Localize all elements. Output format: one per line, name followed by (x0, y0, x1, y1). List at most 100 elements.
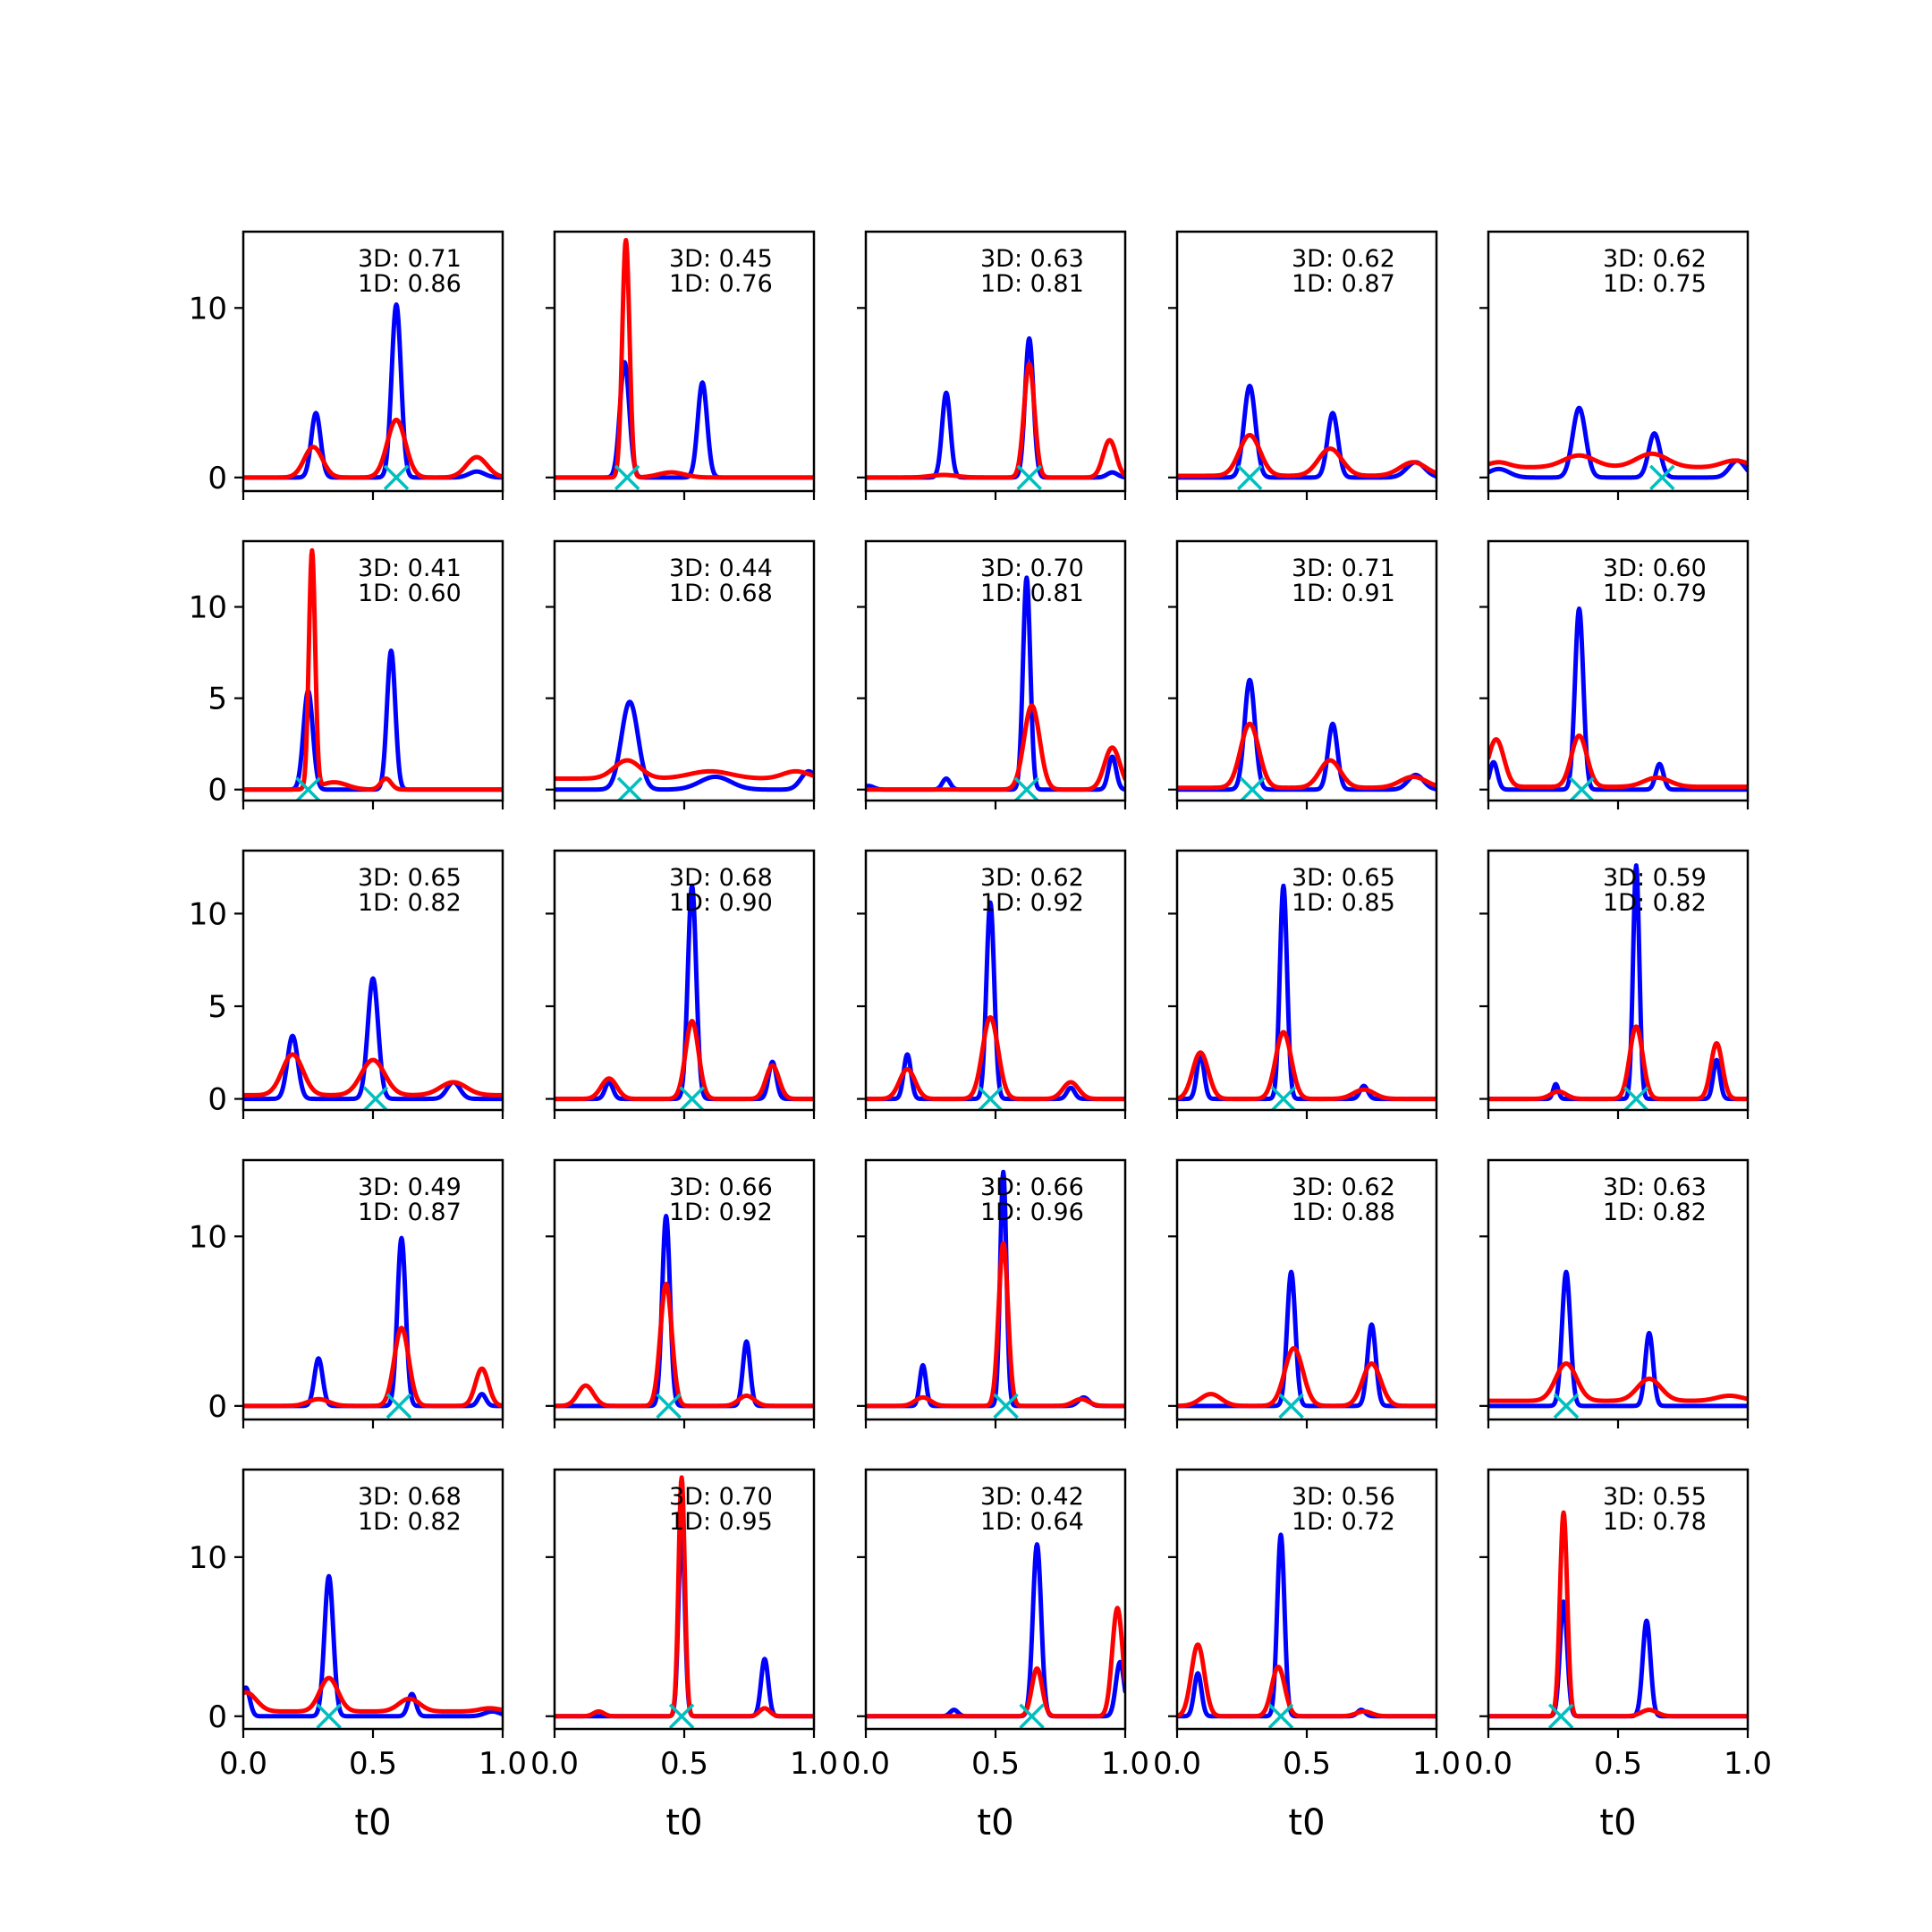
plot-area (555, 1475, 814, 1729)
blue-series-line (243, 1573, 503, 1719)
blue-series-line (1488, 1269, 1748, 1409)
y-tick-label: 10 (189, 590, 227, 626)
annotation-3d-score: 3D: 0.63 (980, 245, 1084, 273)
marker-x-point (362, 1086, 389, 1110)
annotation-3d-score: 3D: 0.44 (669, 555, 773, 582)
annotation-1d-score: 1D: 0.87 (358, 1199, 462, 1226)
plot-area (243, 547, 503, 801)
marker-x-point (668, 1703, 695, 1729)
red-series-line (243, 1675, 503, 1714)
annotation-3d-score: 3D: 0.41 (358, 555, 462, 582)
red-series-line (1177, 1345, 1436, 1409)
x-axis-label: t0 (977, 1802, 1013, 1843)
marker-x-point (386, 1393, 412, 1419)
plot-area (1177, 1532, 1436, 1729)
marker-x-point (295, 776, 321, 801)
red-series-line (1488, 1360, 1748, 1403)
annotation-1d-score: 1D: 0.88 (1292, 1199, 1395, 1226)
red-series-line (866, 1014, 1125, 1102)
annotation-1d-score: 1D: 0.68 (669, 580, 773, 607)
annotation-3d-score: 3D: 0.66 (980, 1174, 1084, 1201)
plot-area (1488, 606, 1748, 801)
plot-area (555, 699, 814, 801)
blue-series-line (1488, 405, 1748, 480)
x-axis-label: t0 (1599, 1802, 1636, 1843)
annotation-1d-score: 1D: 0.95 (669, 1508, 773, 1536)
x-tick-label: 0.5 (971, 1746, 1020, 1782)
annotation-1d-score: 1D: 0.75 (1603, 270, 1707, 298)
annotation-3d-score: 3D: 0.66 (669, 1174, 773, 1201)
red-series-line (555, 1475, 814, 1719)
marker-x-point (1013, 776, 1040, 801)
y-tick-label: 5 (208, 989, 227, 1025)
red-series-line (866, 703, 1125, 792)
red-series-line (243, 1052, 503, 1097)
x-tick-label: 1.0 (1101, 1746, 1149, 1782)
marker-x-point (993, 1393, 1019, 1419)
annotation-3d-score: 3D: 0.71 (1292, 555, 1395, 582)
annotation-3d-score: 3D: 0.63 (1603, 1174, 1707, 1201)
marker-x-point (656, 1393, 682, 1419)
x-tick-label: 1.0 (1724, 1746, 1772, 1782)
blue-series-line (555, 699, 814, 792)
annotation-1d-score: 1D: 0.64 (980, 1508, 1084, 1536)
red-series-line (555, 758, 814, 781)
blue-series-line (866, 900, 1125, 1102)
marker-x-point (1649, 464, 1675, 491)
annotation-3d-score: 3D: 0.62 (980, 864, 1084, 892)
annotation-3d-score: 3D: 0.42 (980, 1483, 1084, 1511)
annotation-1d-score: 1D: 0.92 (980, 889, 1084, 917)
marker-x-point (1278, 1393, 1304, 1419)
plot-area (243, 1573, 503, 1729)
annotation-1d-score: 1D: 0.82 (1603, 889, 1707, 917)
red-series-line (243, 547, 503, 792)
plot-area (1177, 677, 1436, 801)
plot-area (243, 302, 503, 491)
annotation-3d-score: 3D: 0.62 (1292, 245, 1395, 273)
red-series-line (1177, 721, 1436, 791)
x-tick-label: 0.0 (219, 1746, 267, 1782)
x-tick-label: 0.5 (660, 1746, 708, 1782)
red-series-line (866, 1606, 1125, 1719)
plot-area (1488, 1269, 1748, 1419)
annotation-3d-score: 3D: 0.49 (358, 1174, 462, 1201)
x-axis-label: t0 (354, 1802, 391, 1843)
x-tick-label: 1.0 (790, 1746, 838, 1782)
annotation-1d-score: 1D: 0.81 (980, 270, 1084, 298)
x-tick-label: 0.0 (842, 1746, 890, 1782)
plot-area (866, 1169, 1125, 1419)
red-series-line (555, 1281, 814, 1409)
blue-series-line (243, 976, 503, 1102)
marker-x-point (977, 1086, 1004, 1110)
plot-area (555, 237, 814, 491)
annotation-1d-score: 1D: 0.76 (669, 270, 773, 298)
red-series-line (1177, 1030, 1436, 1102)
x-tick-label: 0.5 (1594, 1746, 1642, 1782)
marker-x-point (1016, 464, 1042, 491)
annotation-1d-score: 1D: 0.96 (980, 1199, 1084, 1226)
marker-x-point (316, 1703, 342, 1729)
annotation-3d-score: 3D: 0.56 (1292, 1483, 1395, 1511)
plot-area (1177, 1269, 1436, 1419)
y-tick-label: 10 (189, 1219, 227, 1255)
marker-x-point (1239, 776, 1266, 801)
x-tick-label: 0.5 (1283, 1746, 1331, 1782)
x-tick-label: 0.0 (530, 1746, 579, 1782)
x-tick-label: 0.5 (349, 1746, 397, 1782)
annotation-3d-score: 3D: 0.68 (669, 864, 773, 892)
marker-x-point (1270, 1086, 1297, 1110)
annotation-3d-score: 3D: 0.65 (1292, 864, 1395, 892)
marker-x-point (614, 464, 640, 491)
annotation-3d-score: 3D: 0.68 (358, 1483, 462, 1511)
marker-x-point (1547, 1703, 1574, 1729)
